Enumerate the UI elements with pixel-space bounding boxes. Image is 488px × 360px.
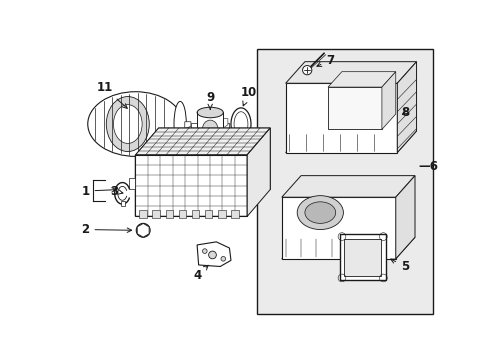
Polygon shape — [395, 176, 414, 259]
Polygon shape — [285, 62, 416, 83]
Polygon shape — [139, 210, 147, 218]
Polygon shape — [204, 210, 212, 218]
Text: 9: 9 — [205, 91, 214, 109]
Polygon shape — [257, 49, 432, 314]
Polygon shape — [396, 62, 416, 153]
Ellipse shape — [87, 92, 183, 156]
Ellipse shape — [305, 202, 335, 223]
Ellipse shape — [106, 96, 149, 152]
Polygon shape — [281, 237, 414, 259]
Polygon shape — [238, 140, 244, 144]
Text: 10: 10 — [240, 86, 256, 106]
Ellipse shape — [221, 256, 225, 261]
Text: 2: 2 — [81, 223, 131, 236]
Polygon shape — [135, 155, 246, 216]
Polygon shape — [281, 176, 414, 197]
Text: 7: 7 — [316, 54, 334, 67]
Polygon shape — [191, 210, 199, 218]
Text: 3: 3 — [110, 185, 122, 198]
Text: 5: 5 — [390, 259, 408, 273]
Polygon shape — [137, 223, 149, 237]
Polygon shape — [129, 178, 135, 189]
Ellipse shape — [230, 108, 250, 140]
Polygon shape — [223, 123, 229, 132]
Ellipse shape — [136, 223, 150, 237]
Polygon shape — [327, 72, 395, 87]
Polygon shape — [339, 234, 385, 280]
Polygon shape — [184, 122, 190, 129]
Polygon shape — [135, 128, 270, 155]
Polygon shape — [152, 210, 160, 218]
Text: 11: 11 — [96, 81, 127, 108]
Ellipse shape — [174, 102, 186, 147]
Polygon shape — [121, 201, 125, 206]
Ellipse shape — [113, 105, 142, 143]
Polygon shape — [230, 210, 238, 218]
Polygon shape — [246, 128, 270, 216]
Polygon shape — [165, 210, 173, 218]
Polygon shape — [285, 131, 416, 153]
Ellipse shape — [139, 226, 147, 234]
Ellipse shape — [297, 196, 343, 230]
Ellipse shape — [208, 251, 216, 259]
Ellipse shape — [197, 107, 223, 118]
Ellipse shape — [197, 141, 223, 152]
Ellipse shape — [202, 249, 207, 253]
Polygon shape — [158, 128, 270, 189]
Polygon shape — [285, 83, 396, 153]
Text: 1: 1 — [81, 185, 116, 198]
Text: —6: —6 — [417, 160, 437, 173]
Polygon shape — [344, 239, 380, 276]
Ellipse shape — [234, 112, 247, 136]
Ellipse shape — [302, 66, 311, 75]
Polygon shape — [197, 242, 230, 266]
Polygon shape — [223, 119, 227, 128]
Polygon shape — [190, 123, 197, 132]
Ellipse shape — [202, 120, 218, 139]
Polygon shape — [178, 210, 186, 218]
Polygon shape — [381, 72, 395, 130]
Polygon shape — [281, 197, 395, 259]
Text: 8: 8 — [400, 106, 408, 119]
Polygon shape — [218, 210, 225, 218]
Polygon shape — [327, 87, 381, 130]
Text: 4: 4 — [193, 265, 208, 282]
